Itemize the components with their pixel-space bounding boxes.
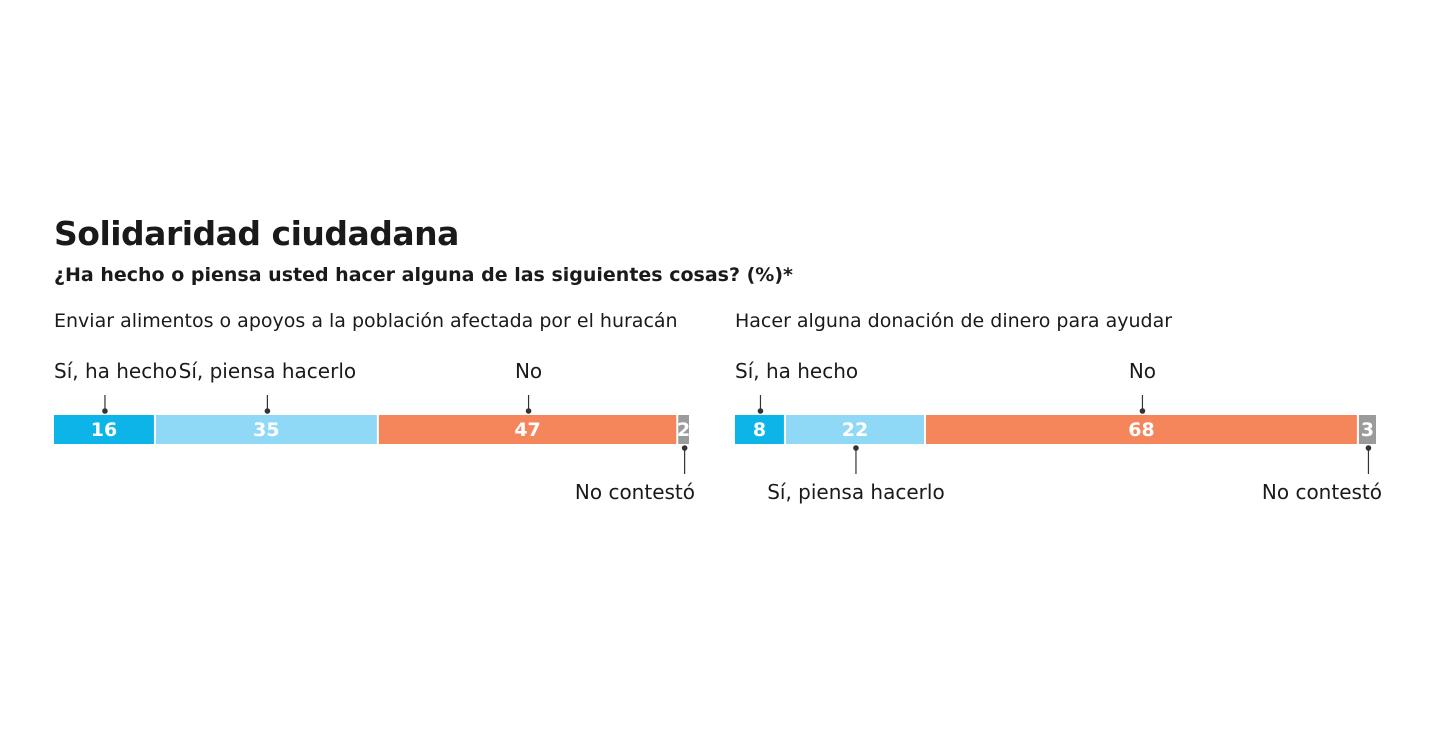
panel-title: Hacer alguna donación de dinero para ayu… xyxy=(735,310,1172,332)
category-label: No contestó xyxy=(1262,480,1382,504)
leader-dot xyxy=(525,408,532,414)
category-label: No contestó xyxy=(575,480,695,504)
bar-segment xyxy=(155,415,377,444)
category-label: No xyxy=(1129,359,1156,383)
category-label: Sí, ha hecho xyxy=(735,359,858,383)
bar-segment xyxy=(678,415,689,444)
leader-dot xyxy=(757,408,764,414)
bar-segment xyxy=(785,415,924,444)
leader-dot xyxy=(681,445,688,451)
bar-segment xyxy=(735,415,784,444)
leader-dot xyxy=(853,445,859,451)
panel-title: Enviar alimentos o apoyos a la población… xyxy=(54,310,678,332)
category-label: Sí, piensa hacerlo xyxy=(767,480,944,504)
value-label: 68 xyxy=(1128,419,1154,441)
leader-dot xyxy=(1365,445,1372,451)
value-label: 16 xyxy=(91,419,117,441)
category-label: Sí, piensa hacerlo xyxy=(179,359,356,383)
chart-subtitle: ¿Ha hecho o piensa usted hacer alguna de… xyxy=(54,264,793,286)
value-label: 47 xyxy=(514,419,540,441)
value-label: 8 xyxy=(753,419,766,441)
leader-dot xyxy=(1139,408,1146,414)
value-label: 22 xyxy=(842,419,868,441)
bar-segment xyxy=(1358,415,1376,444)
category-label: No xyxy=(515,359,542,383)
bar-segment xyxy=(54,415,154,444)
leader-dot xyxy=(264,408,271,414)
category-label: Sí, ha hecho xyxy=(54,359,177,383)
value-label: 2 xyxy=(677,419,690,441)
value-label: 3 xyxy=(1361,419,1374,441)
bar-segment xyxy=(378,415,677,444)
value-label: 35 xyxy=(253,419,279,441)
bar-segment xyxy=(925,415,1357,444)
chart-title: Solidaridad ciudadana xyxy=(54,214,459,253)
leader-dot xyxy=(102,408,108,414)
